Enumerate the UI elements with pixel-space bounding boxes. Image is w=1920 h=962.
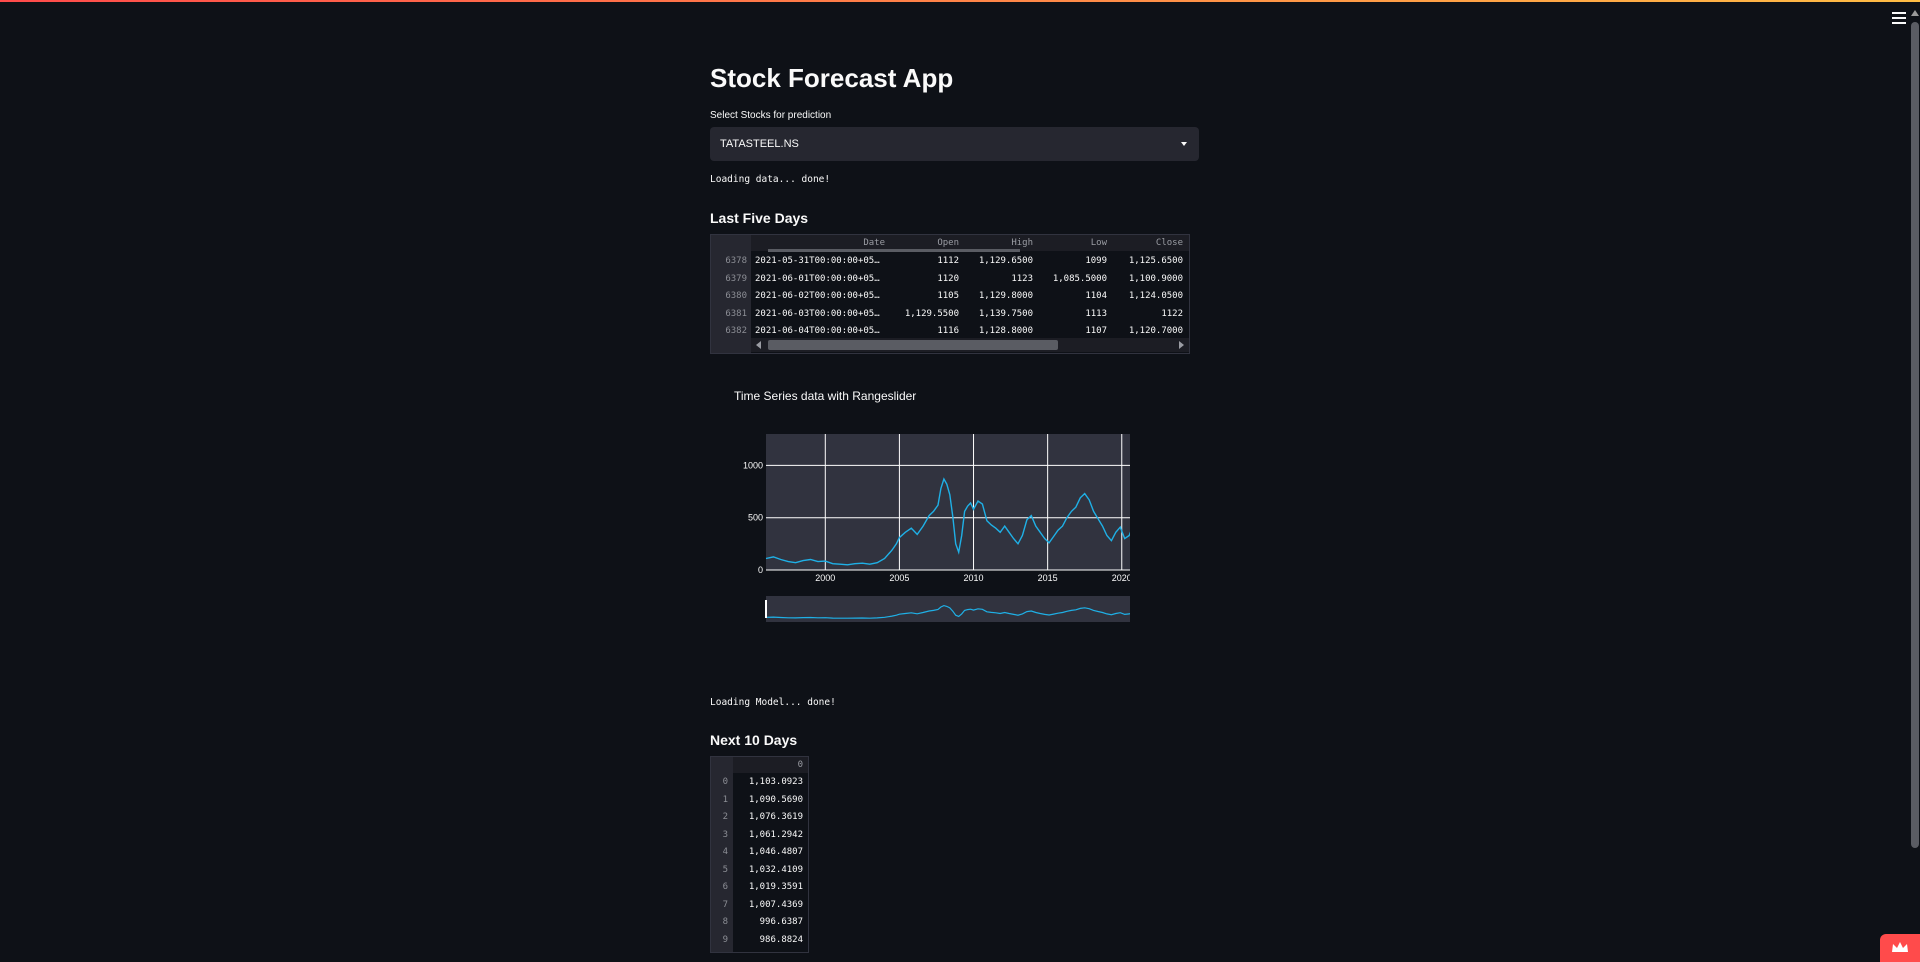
- cell-close: 1,100.9000: [1128, 273, 1183, 284]
- cell-high: 1,128.8000: [978, 326, 1033, 336]
- table-header: [733, 757, 808, 773]
- row-index: 8: [722, 917, 728, 927]
- forecast-value: 1,061.2942: [748, 829, 803, 840]
- cell-close: 1,120.7000: [1128, 326, 1183, 336]
- table-index-column: [711, 235, 751, 353]
- cell-date: 2021-06-01T00:00:00+05…: [755, 273, 880, 284]
- cell-low: 1104: [1085, 291, 1107, 301]
- price-series-line[interactable]: [765, 441, 1130, 566]
- column-header-open: Open: [937, 238, 959, 248]
- streamlit-crown-icon: [1892, 942, 1908, 952]
- row-index: 6379: [725, 273, 747, 284]
- selected-stock-value: TATASTEEL.NS: [720, 138, 799, 150]
- forecast-value: 1,046.4807: [748, 847, 803, 857]
- forecast-value: 1,007.4369: [748, 899, 803, 910]
- forecast-value: 1,090.5690: [748, 794, 803, 805]
- cell-high: 1,129.8000: [978, 291, 1033, 301]
- table-index-column: [711, 757, 733, 952]
- row-index: 0: [722, 777, 728, 787]
- table-horizontal-scrollbar[interactable]: [751, 338, 1189, 352]
- model-loading-status: Loading Model... done!: [710, 697, 836, 708]
- cell-high: 1,139.7500: [978, 308, 1033, 319]
- row-index: 5: [722, 864, 728, 875]
- row-index: 6382: [725, 326, 747, 336]
- last-five-days-heading: Last Five Days: [710, 210, 809, 226]
- cell-low: 1107: [1085, 326, 1107, 336]
- row-index: 1: [722, 794, 728, 805]
- cell-close: 1,125.6500: [1128, 256, 1183, 266]
- x-tick-label: 2020: [1112, 573, 1130, 583]
- row-index: 6380: [725, 291, 747, 301]
- cell-date: 2021-06-04T00:00:00+05…: [755, 326, 880, 336]
- x-tick-label: 2010: [964, 573, 984, 583]
- cell-open: 1116: [937, 326, 959, 336]
- x-tick-label: 2000: [815, 573, 835, 583]
- table-top-scrollbar[interactable]: [768, 249, 1020, 252]
- cell-date: 2021-05-31T00:00:00+05…: [755, 256, 880, 266]
- streamlit-badge[interactable]: [1880, 934, 1920, 962]
- cell-open: 1105: [937, 291, 959, 301]
- row-index: 3: [722, 829, 728, 840]
- column-header-close: Close: [1155, 238, 1183, 248]
- cell-open: 1120: [937, 273, 959, 284]
- top-accent-bar: [0, 0, 1920, 2]
- cell-date: 2021-06-02T00:00:00+05…: [755, 291, 880, 301]
- forecast-value: 1,019.3591: [748, 882, 803, 892]
- scroll-left-icon[interactable]: [756, 341, 761, 349]
- column-header-high: High: [1011, 238, 1033, 248]
- table-header: [751, 235, 1189, 251]
- forecast-value: 996.6387: [759, 917, 803, 927]
- row-index: 9: [722, 934, 728, 945]
- y-tick-label: 500: [748, 513, 763, 523]
- cell-high: 1123: [1011, 273, 1033, 284]
- cell-low: 1,085.5000: [1052, 273, 1107, 284]
- data-loading-status: Loading data... done!: [710, 174, 831, 185]
- plot-background[interactable]: [766, 434, 1130, 570]
- cell-high: 1,129.6500: [978, 256, 1033, 266]
- dropdown-caret-icon[interactable]: [1181, 142, 1187, 146]
- row-index: 2: [722, 812, 728, 822]
- cell-open: 1,129.5500: [904, 308, 959, 319]
- x-tick-label: 2005: [889, 573, 909, 583]
- row-index: 4: [722, 847, 728, 857]
- stock-selectbox[interactable]: TATASTEEL.NS: [710, 127, 1199, 161]
- next-10-days-table[interactable]: 0 0 1,103.0923 1 1,090.5690 2 1,076.3619 3 1,061…: [710, 756, 809, 953]
- forecast-value: 986.8824: [759, 934, 803, 945]
- last-five-days-table[interactable]: Date Open High Low Close 6378 2021-05-31T00:00…: [710, 234, 1190, 354]
- forecast-value: 1,032.4109: [748, 864, 803, 875]
- stock-select-label: Select Stocks for prediction: [710, 110, 832, 121]
- x-tick-label: 2015: [1038, 573, 1058, 583]
- row-index: 6: [722, 882, 728, 892]
- rangeslider-series-line: [765, 604, 1130, 619]
- row-index: 7: [722, 899, 728, 910]
- scroll-up-icon[interactable]: [1911, 10, 1919, 16]
- forecast-value: 1,076.3619: [748, 812, 803, 822]
- cell-low: 1099: [1085, 256, 1107, 266]
- page-scroll-thumb[interactable]: [1911, 22, 1919, 848]
- y-tick-label: 0: [758, 565, 763, 575]
- rangeslider-left-handle[interactable]: [765, 600, 767, 618]
- row-index: 6381: [725, 308, 747, 319]
- forecast-value: 1,103.0923: [748, 777, 803, 787]
- cell-low: 1113: [1085, 308, 1107, 319]
- column-header-0: 0: [797, 760, 803, 770]
- table-scroll-thumb[interactable]: [768, 340, 1058, 350]
- cell-date: 2021-06-03T00:00:00+05…: [755, 308, 880, 319]
- cell-close: 1,124.0500: [1128, 291, 1183, 301]
- scroll-right-icon[interactable]: [1179, 341, 1184, 349]
- chart-title: Time Series data with Rangeslider: [734, 389, 917, 403]
- time-series-chart[interactable]: 2000 2005 2010 2015 2020 0 500 1000: [710, 420, 1130, 635]
- page-scrollbar[interactable]: [1910, 8, 1920, 848]
- column-header-low: Low: [1090, 238, 1107, 248]
- cell-close: 1122: [1161, 308, 1183, 319]
- next-10-days-heading: Next 10 Days: [710, 732, 798, 748]
- cell-open: 1112: [937, 256, 959, 266]
- y-tick-label: 1000: [743, 460, 763, 470]
- row-index: 6378: [725, 256, 747, 266]
- hamburger-menu-icon[interactable]: [1892, 12, 1906, 24]
- page-title: Stock Forecast App: [710, 63, 954, 93]
- column-header-date: Date: [863, 238, 885, 248]
